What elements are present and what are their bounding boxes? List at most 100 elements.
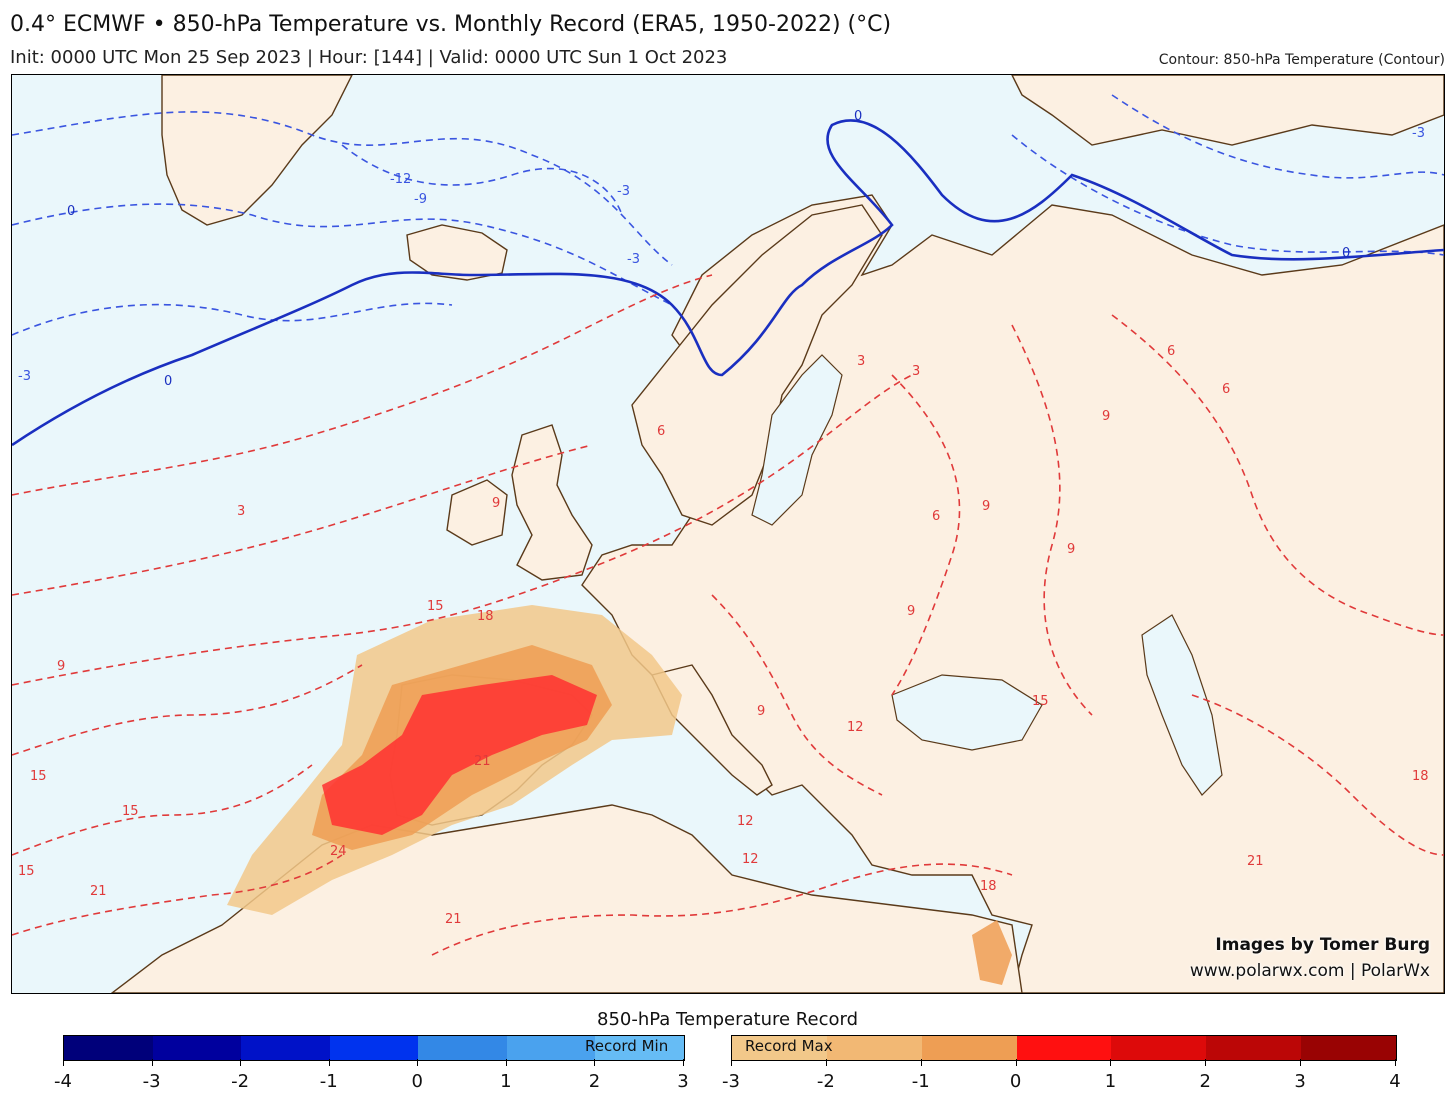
colorbar-segment [64, 1036, 153, 1060]
colorbar-tick-label: 3 [677, 1071, 689, 1092]
colorbar-tick [683, 1059, 684, 1066]
colorbar-tick [594, 1059, 596, 1066]
colorbar-tick-label: 2 [588, 1071, 601, 1092]
red-label: 9 [982, 499, 990, 514]
zero-contour [12, 119, 1444, 447]
red-label: 15 [30, 769, 47, 784]
map-title: 0.4° ECMWF • 850-hPa Temperature vs. Mon… [10, 12, 892, 37]
colorbar-tick-label: 4 [1389, 1071, 1401, 1092]
red-label: 18 [1412, 769, 1429, 784]
colorbar-tick-label: 0 [411, 1071, 423, 1092]
colorbar-tick-label: -1 [319, 1071, 338, 1092]
record-shade-inner [322, 675, 597, 835]
red-label: 9 [1067, 542, 1075, 557]
red-label: 9 [907, 604, 915, 619]
red-label: 3 [857, 354, 865, 369]
map-svg: -12 -9 -3 -3 -3 0 0 0 0 -3 3 3 3 6 6 6 6… [12, 75, 1444, 993]
colorbar-tick [417, 1059, 419, 1066]
record-min-label: Record Min [585, 1037, 669, 1055]
red-label: 12 [737, 814, 754, 829]
colorbar-tick [825, 1059, 827, 1066]
blue-label: 0 [67, 204, 75, 219]
colorbar-tick [1395, 1059, 1396, 1066]
colorbar-record-max [731, 1035, 1397, 1061]
red-label: 9 [757, 704, 765, 719]
colorbar-record-min [63, 1035, 685, 1061]
blue-label: -12 [390, 172, 411, 187]
colorbar-segment [329, 1036, 419, 1060]
red-label: 9 [57, 659, 65, 674]
colorbar-tick-label: -3 [722, 1071, 740, 1092]
blue-label: 0 [164, 374, 172, 389]
colorbar-segment [506, 1036, 596, 1060]
land-iceland [406, 224, 508, 281]
colorbar-tick [151, 1059, 153, 1066]
red-label: 12 [742, 852, 759, 867]
red-label: 6 [1222, 382, 1230, 397]
colorbar-tick-label: 1 [500, 1071, 512, 1092]
map-panel: -12 -9 -3 -3 -3 0 0 0 0 -3 3 3 3 6 6 6 6… [11, 74, 1445, 994]
colorbar-tick-label: 1 [1104, 1071, 1117, 1092]
red-label: 24 [330, 844, 347, 859]
colorbar-tick-label: -4 [54, 1071, 72, 1092]
colorbar-tick [1205, 1059, 1207, 1066]
land-uk [511, 424, 593, 581]
red-label: 18 [477, 609, 494, 624]
blue-label: 0 [854, 109, 862, 124]
colorbar-segment [1111, 1036, 1207, 1060]
credit-website: www.polarwx.com | PolarWx [1189, 961, 1430, 981]
red-label: 3 [912, 364, 920, 379]
colorbar-tick [1300, 1059, 1302, 1066]
contour-labels: -12 -9 -3 -3 -3 0 0 0 0 -3 3 3 3 6 6 6 6… [18, 109, 1429, 927]
colorbar-segment [1016, 1036, 1112, 1060]
red-label: 3 [237, 504, 245, 519]
red-label: 15 [122, 804, 139, 819]
colorbar-segment [1206, 1036, 1302, 1060]
blue-label: -3 [18, 369, 31, 384]
red-label: 12 [847, 720, 864, 735]
red-label: 15 [427, 599, 444, 614]
colorbar-tick-label: 3 [1294, 1071, 1306, 1092]
colorbar-segment [241, 1036, 330, 1060]
colorbar-tick [731, 1059, 732, 1066]
red-label: 21 [445, 912, 462, 927]
colorbar-segment [826, 1036, 922, 1060]
sea-black [891, 674, 1043, 751]
land-arctic-islands [1011, 75, 1444, 146]
red-label: 15 [1032, 694, 1049, 709]
blue-label: 0 [1342, 246, 1350, 261]
colorbar-segment [152, 1036, 242, 1060]
blue-label: -9 [414, 192, 427, 207]
record-max-label: Record Max [745, 1037, 833, 1055]
colorbar-tick-label: -2 [231, 1071, 250, 1092]
colorbar-segment [418, 1036, 507, 1060]
colorbar-tick [920, 1059, 922, 1066]
red-label: 6 [657, 424, 665, 439]
colorbar-tick [1110, 1059, 1112, 1066]
land-italy [650, 664, 773, 796]
colorbar-tick-label: 0 [1009, 1071, 1022, 1092]
land-scandinavia [631, 204, 883, 526]
warm-contours [12, 274, 1444, 956]
blue-label: -3 [617, 184, 630, 199]
colorbar-tick-label: -3 [142, 1071, 161, 1092]
land-greenland [161, 75, 353, 226]
colorbar-tick [328, 1059, 330, 1066]
colorbar-tick-label: 2 [1199, 1071, 1211, 1092]
contour-note: Contour: 850-hPa Temperature (Contour) [1158, 52, 1445, 68]
blue-label: -3 [1412, 126, 1425, 141]
red-label: 6 [1167, 344, 1175, 359]
colorbar-tick-label: -1 [911, 1071, 930, 1092]
red-label: 18 [980, 879, 997, 894]
red-label: 9 [492, 496, 500, 511]
blue-label: -3 [627, 252, 640, 267]
legend-title: 850-hPa Temperature Record [597, 1009, 858, 1030]
colorbar-tick [1015, 1059, 1017, 1066]
colorbar-segment [732, 1036, 827, 1060]
colorbar-tick [240, 1059, 242, 1066]
red-label: 15 [18, 864, 35, 879]
record-shade-levant [972, 920, 1012, 985]
red-label: 21 [474, 754, 491, 769]
land-ireland [446, 479, 508, 546]
colorbar-segment [1301, 1036, 1397, 1060]
